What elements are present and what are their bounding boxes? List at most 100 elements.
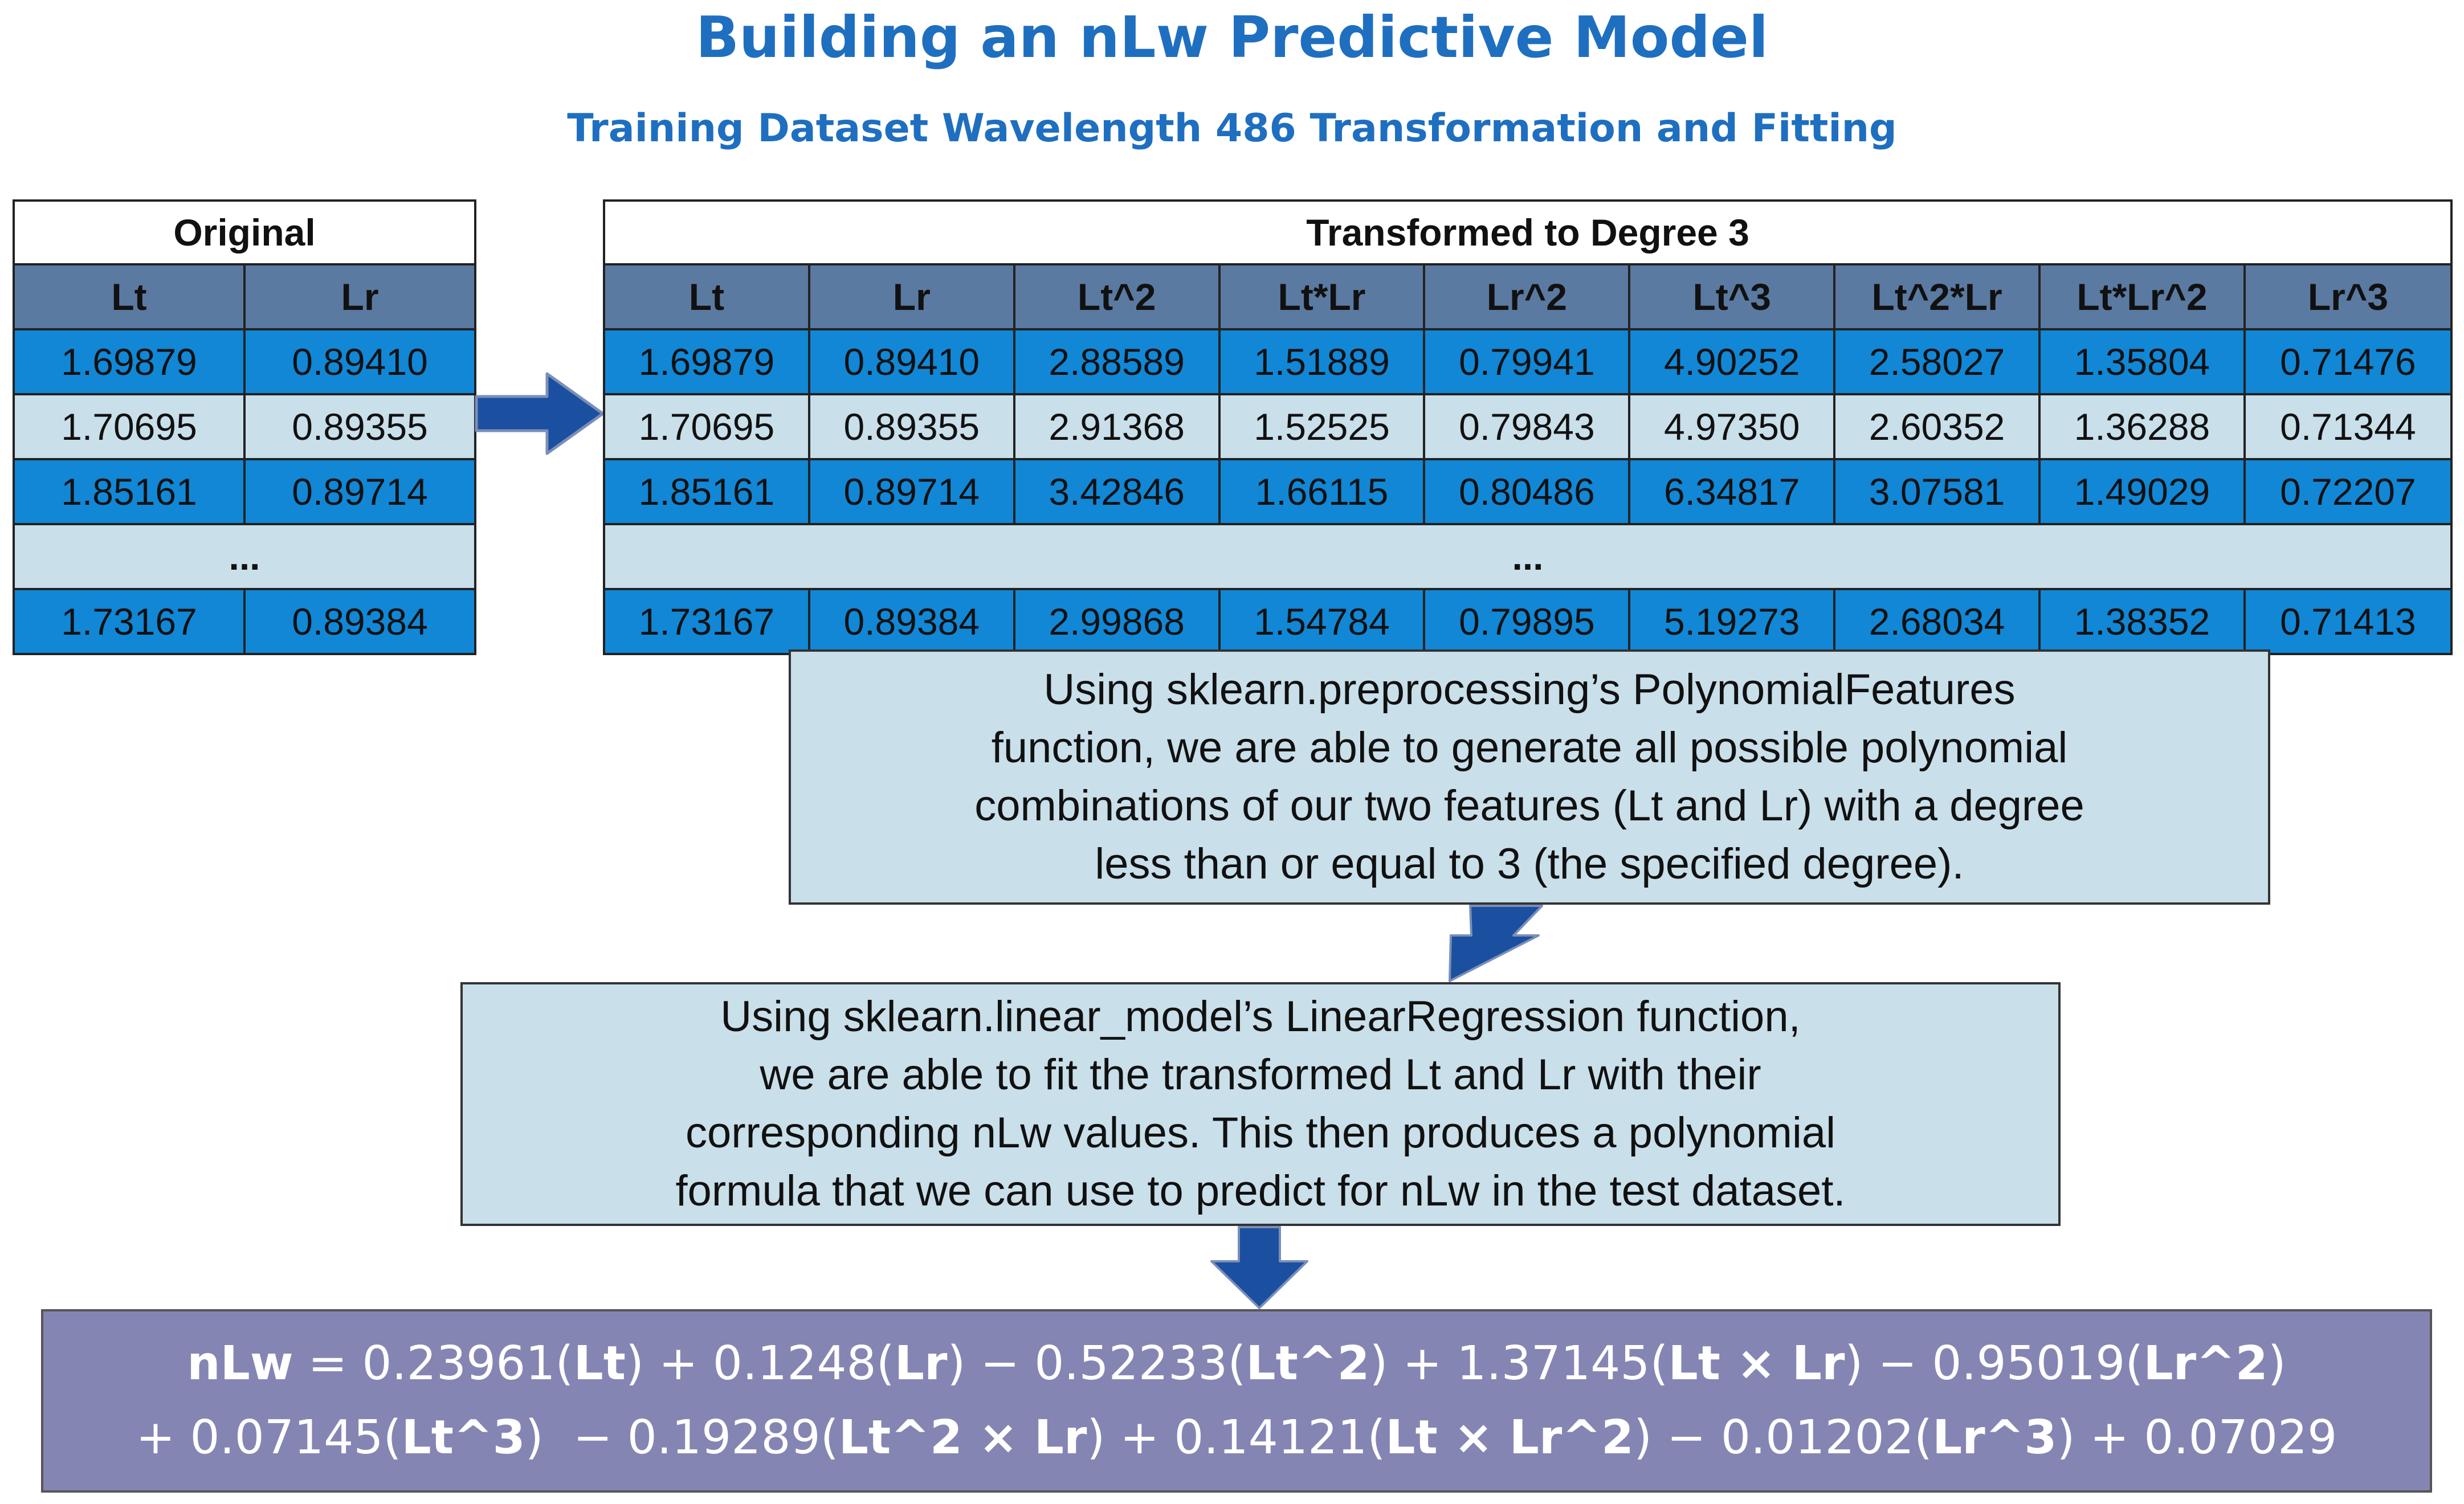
- table-row: 1.69879 0.89410 2.88589 1.51889 0.79941 4.902…: [603, 328, 2453, 395]
- down-arrow-icon: [1210, 1226, 1308, 1309]
- table-cell: 0.71476: [2243, 328, 2453, 395]
- box-line: formula that we can use to predict for n…: [675, 1167, 1846, 1215]
- table-cell: 0.89714: [807, 458, 1015, 525]
- table-cell: 3.42846: [1013, 458, 1221, 525]
- table-cell: 1.49029: [2038, 458, 2246, 525]
- table-row-ellipsis: ...: [603, 523, 2453, 590]
- table-row: 1.69879 0.89410: [13, 328, 476, 395]
- table-cell: 4.90252: [1628, 328, 1836, 395]
- table-cell: 1.54784: [1218, 588, 1426, 655]
- formula-term: Lr: [894, 1337, 948, 1391]
- table-cell: 1.69879: [13, 328, 246, 395]
- table-cell: 2.91368: [1013, 393, 1221, 460]
- table-cell: 1.35804: [2038, 328, 2246, 395]
- original-table-caption: Original: [13, 199, 476, 265]
- formula-term: Lt^2 × Lr: [838, 1411, 1087, 1465]
- table-cell: 0.71344: [2243, 393, 2453, 460]
- column-header: Lr: [243, 263, 476, 330]
- column-header: Lt^2*Lr: [1833, 263, 2041, 330]
- formula-coefficient: ) + 1.37145(: [1369, 1337, 1668, 1391]
- formula-term: Lt^2: [1246, 1337, 1370, 1391]
- formula-line: + 0.07145(Lt^3) − 0.19289(Lt^2 × Lr) + 0…: [136, 1401, 2337, 1475]
- page-title: Building an nLw Predictive Model: [695, 3, 1769, 71]
- box-line: function, we are able to generate all po…: [991, 724, 2068, 772]
- table-cell: 2.99868: [1013, 588, 1221, 655]
- formula-coefficient: ) − 0.01202(: [1634, 1411, 1932, 1465]
- column-header: Lr^2: [1423, 263, 1631, 330]
- formula-coefficient: ) − 0.95019(: [1845, 1337, 2144, 1391]
- table-cell: 1.36288: [2038, 393, 2246, 460]
- table-cell: 0.71413: [2243, 588, 2453, 655]
- table-cell: 0.89714: [243, 458, 476, 525]
- table-cell: 1.73167: [13, 588, 246, 655]
- box-line: combinations of our two features (Lt and…: [974, 782, 2084, 830]
- formula-coefficient: + 0.07145(: [136, 1411, 402, 1465]
- table-cell: 2.58027: [1833, 328, 2041, 395]
- box-line: we are able to fit the transformed Lt an…: [760, 1051, 1761, 1099]
- table-cell: 0.79941: [1423, 328, 1631, 395]
- table-cell: 1.70695: [603, 393, 810, 460]
- transformed-table: Transformed to Degree 3 Lt Lr Lt^2 Lt*Lr Lr^…: [603, 199, 2453, 655]
- column-header: Lt*Lr: [1218, 263, 1426, 330]
- table-row: 1.73167 0.89384 2.99868 1.54784 0.79895 5.192…: [603, 588, 2453, 655]
- column-header: Lr^3: [2243, 263, 2453, 330]
- box-line: less than or equal to 3 (the specified d…: [1095, 840, 1964, 888]
- table-cell: 1.52525: [1218, 393, 1426, 460]
- column-header: Lt: [603, 263, 810, 330]
- column-header: Lt^3: [1628, 263, 1836, 330]
- formula-line: nLw = 0.23961(Lt) + 0.1248(Lr) − 0.52233…: [187, 1327, 2286, 1401]
- box-line: Using sklearn.preprocessing’s Polynomial…: [1043, 665, 2016, 714]
- table-cell: 5.19273: [1628, 588, 1836, 655]
- column-header: Lt^2: [1013, 263, 1221, 330]
- table-cell: 0.79843: [1423, 393, 1631, 460]
- table-cell: 0.89410: [807, 328, 1015, 395]
- table-cell: 3.07581: [1833, 458, 2041, 525]
- table-cell: 0.89384: [243, 588, 476, 655]
- original-table: Original Lt Lr 1.69879 0.89410 1.70695 0…: [13, 199, 476, 655]
- table-row: 1.73167 0.89384: [13, 588, 476, 655]
- formula-term: Lt × Lr^2: [1385, 1411, 1634, 1465]
- table-cell: 2.68034: [1833, 588, 2041, 655]
- formula-coefficient: ) + 0.14121(: [1087, 1411, 1386, 1465]
- box-line: Using sklearn.linear_model’s LinearRegre…: [720, 992, 1801, 1041]
- polynomial-features-box: Using sklearn.preprocessing’s Polynomial…: [789, 649, 2270, 905]
- table-cell: 1.38352: [2038, 588, 2246, 655]
- formula-term: Lt^3: [401, 1411, 525, 1465]
- table-cell: 4.97350: [1628, 393, 1836, 460]
- table-cell: 0.89384: [807, 588, 1015, 655]
- table-cell: 2.88589: [1013, 328, 1221, 395]
- table-cell: 2.60352: [1833, 393, 2041, 460]
- column-header: Lr: [807, 263, 1015, 330]
- formula-coefficient: ): [2267, 1337, 2286, 1391]
- table-cell: 1.85161: [13, 458, 246, 525]
- table-cell: 6.34817: [1628, 458, 1836, 525]
- formula-term: nLw: [187, 1337, 293, 1391]
- table-cell: 0.89355: [807, 393, 1015, 460]
- table-cell: 1.66115: [1218, 458, 1426, 525]
- table-row: 1.85161 0.89714: [13, 458, 476, 525]
- table-cell: 0.80486: [1423, 458, 1631, 525]
- formula-term: Lr^3: [1932, 1411, 2057, 1465]
- ellipsis-cell: ...: [13, 523, 476, 590]
- table-cell: 1.51889: [1218, 328, 1426, 395]
- table-cell: 0.89410: [243, 328, 476, 395]
- linear-regression-box: Using sklearn.linear_model’s LinearRegre…: [460, 982, 2061, 1226]
- transformed-table-caption: Transformed to Degree 3: [603, 199, 2453, 265]
- formula-coefficient: ) + 0.1248(: [625, 1337, 895, 1391]
- table-cell: 0.89355: [243, 393, 476, 460]
- page-subtitle: Training Dataset Wavelength 486 Transfor…: [567, 105, 1897, 151]
- column-header: Lt*Lr^2: [2038, 263, 2246, 330]
- regression-formula: nLw = 0.23961(Lt) + 0.1248(Lr) − 0.52233…: [41, 1309, 2432, 1493]
- ellipsis-cell: ...: [603, 523, 2453, 590]
- formula-term: Lt × Lr: [1668, 1337, 1845, 1391]
- table-row: 1.70695 0.89355 2.91368 1.52525 0.79843 4.973…: [603, 393, 2453, 460]
- table-cell: 1.70695: [13, 393, 246, 460]
- table-cell: 0.72207: [2243, 458, 2453, 525]
- formula-term: Lr^2: [2143, 1337, 2268, 1391]
- box-line: corresponding nLw values. This then prod…: [685, 1109, 1835, 1157]
- formula-term: Lt: [573, 1337, 626, 1391]
- table-row: 1.70695 0.89355: [13, 393, 476, 460]
- column-header: Lt: [13, 263, 246, 330]
- formula-coefficient: = 0.23961(: [293, 1337, 574, 1391]
- table-cell: 0.79895: [1423, 588, 1631, 655]
